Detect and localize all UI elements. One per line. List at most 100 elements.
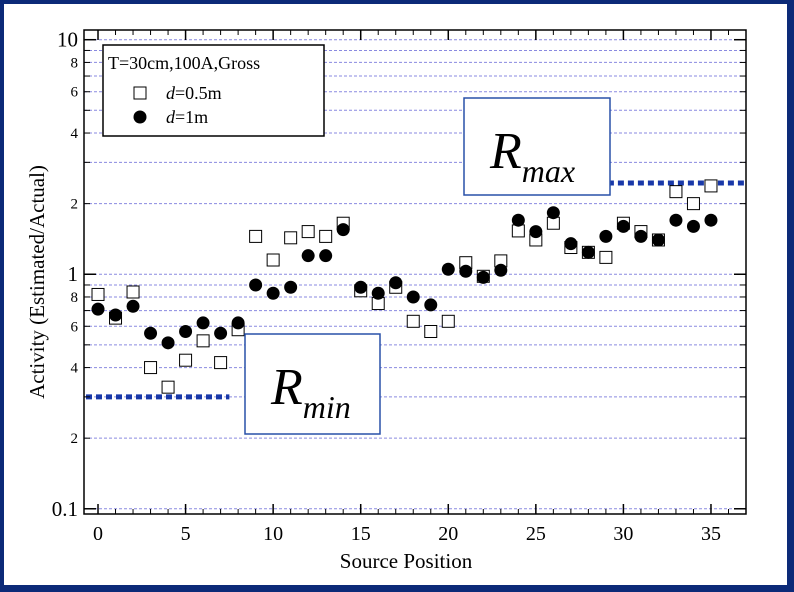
legend-entry-value: =1m	[175, 107, 208, 127]
legend-entry-label: d=0.5m	[166, 83, 222, 103]
y-minor-tick-label: 6	[71, 319, 79, 335]
square-marker	[126, 285, 140, 299]
square-marker	[91, 287, 105, 301]
r-min-base: R	[270, 359, 303, 416]
circle-marker	[179, 324, 193, 338]
circle-marker	[266, 286, 280, 300]
x-tick-label: 0	[93, 523, 103, 545]
legend-circle-icon	[133, 110, 147, 124]
square-marker	[214, 356, 228, 370]
x-tick-label: 5	[181, 523, 191, 545]
circle-marker	[441, 262, 455, 276]
r-max-label: Rmax	[489, 123, 575, 189]
r-max-base: R	[489, 123, 522, 180]
circle-marker	[301, 249, 315, 263]
chart-panel: 0 5 10 15 20 25 30 35 0.1 1 10 2 4 6 8 2 4 6 8 Rmin Rmax T=…	[4, 4, 787, 585]
square-marker	[249, 229, 263, 243]
square-marker	[319, 229, 333, 243]
y-major-tick-label: 1	[68, 262, 79, 286]
circle-marker	[651, 233, 665, 247]
square-marker	[144, 361, 158, 375]
circle-marker	[161, 336, 175, 350]
circle-marker	[231, 316, 245, 330]
circle-marker	[126, 299, 140, 313]
circle-marker	[686, 219, 700, 233]
square-marker	[599, 250, 613, 264]
tick-labels: 0 5 10 15 20 25 30 35 0.1 1 10 2 4 6 8 2 4 6 8	[52, 28, 721, 545]
legend-entry-var: d	[166, 83, 176, 103]
circle-marker	[669, 213, 683, 227]
data-markers	[91, 179, 718, 394]
y-axis-label: Activity (Estimated/Actual)	[25, 165, 49, 399]
square-marker	[669, 185, 683, 199]
circle-marker	[459, 264, 473, 278]
circle-marker	[546, 206, 560, 220]
plot-border	[83, 29, 747, 515]
r-min-label: Rmin	[270, 359, 351, 425]
x-tick-label: 15	[351, 523, 371, 545]
square-marker	[266, 253, 280, 267]
square-marker	[196, 334, 210, 348]
y-major-tick-label: 0.1	[52, 497, 78, 521]
x-tick-label: 10	[263, 523, 283, 545]
circle-marker	[529, 225, 543, 239]
circle-marker	[91, 302, 105, 316]
y-minor-tick-label: 2	[71, 431, 79, 447]
circle-marker	[616, 219, 630, 233]
y-minor-tick-label: 6	[71, 85, 79, 101]
x-axis-label: Source Position	[340, 549, 473, 573]
circle-marker	[599, 229, 613, 243]
circle-marker	[249, 278, 263, 292]
legend-entry-value: =0.5m	[175, 83, 222, 103]
x-tick-label: 20	[438, 523, 458, 545]
circle-marker	[196, 316, 210, 330]
square-marker	[301, 225, 315, 239]
y-minor-tick-label: 4	[71, 126, 79, 142]
y-major-tick-label: 10	[57, 28, 78, 52]
y-minor-tick-label: 8	[71, 55, 79, 71]
circle-marker	[214, 326, 228, 340]
grid-lines	[84, 39, 746, 510]
r-min-subscript: min	[303, 389, 351, 425]
circle-marker	[511, 213, 525, 227]
circle-marker	[634, 229, 648, 243]
square-marker	[686, 197, 700, 211]
x-tick-label: 30	[613, 523, 633, 545]
square-marker	[441, 314, 455, 328]
r-max-box	[463, 97, 611, 196]
y-minor-tick-label: 8	[71, 290, 79, 306]
square-marker	[179, 353, 193, 367]
r-min-box	[244, 333, 381, 435]
circle-marker	[581, 245, 595, 259]
square-marker	[161, 380, 175, 394]
square-marker	[284, 231, 298, 245]
r-max-subscript: max	[522, 153, 575, 189]
legend-square-icon	[133, 86, 147, 100]
legend-entry-var: d	[166, 107, 176, 127]
circle-marker	[371, 286, 385, 300]
circle-marker	[406, 290, 420, 304]
square-marker	[511, 224, 525, 238]
circle-marker	[319, 249, 333, 263]
circle-marker	[354, 280, 368, 294]
circle-marker	[109, 308, 123, 322]
circle-marker	[424, 298, 438, 312]
y-minor-tick-label: 2	[71, 197, 79, 213]
circle-marker	[389, 276, 403, 290]
square-marker	[406, 314, 420, 328]
circle-marker	[564, 237, 578, 251]
legend-entry-label: d=1m	[166, 107, 208, 127]
circle-marker	[476, 270, 490, 284]
circle-marker	[284, 280, 298, 294]
square-marker	[424, 324, 438, 338]
x-tick-label: 25	[526, 523, 546, 545]
legend-title: T=30cm,100A,Gross	[108, 53, 260, 73]
x-tick-label: 35	[701, 523, 721, 545]
circle-marker	[144, 326, 158, 340]
square-marker	[704, 179, 718, 193]
circle-marker	[494, 263, 508, 277]
circle-marker	[704, 213, 718, 227]
